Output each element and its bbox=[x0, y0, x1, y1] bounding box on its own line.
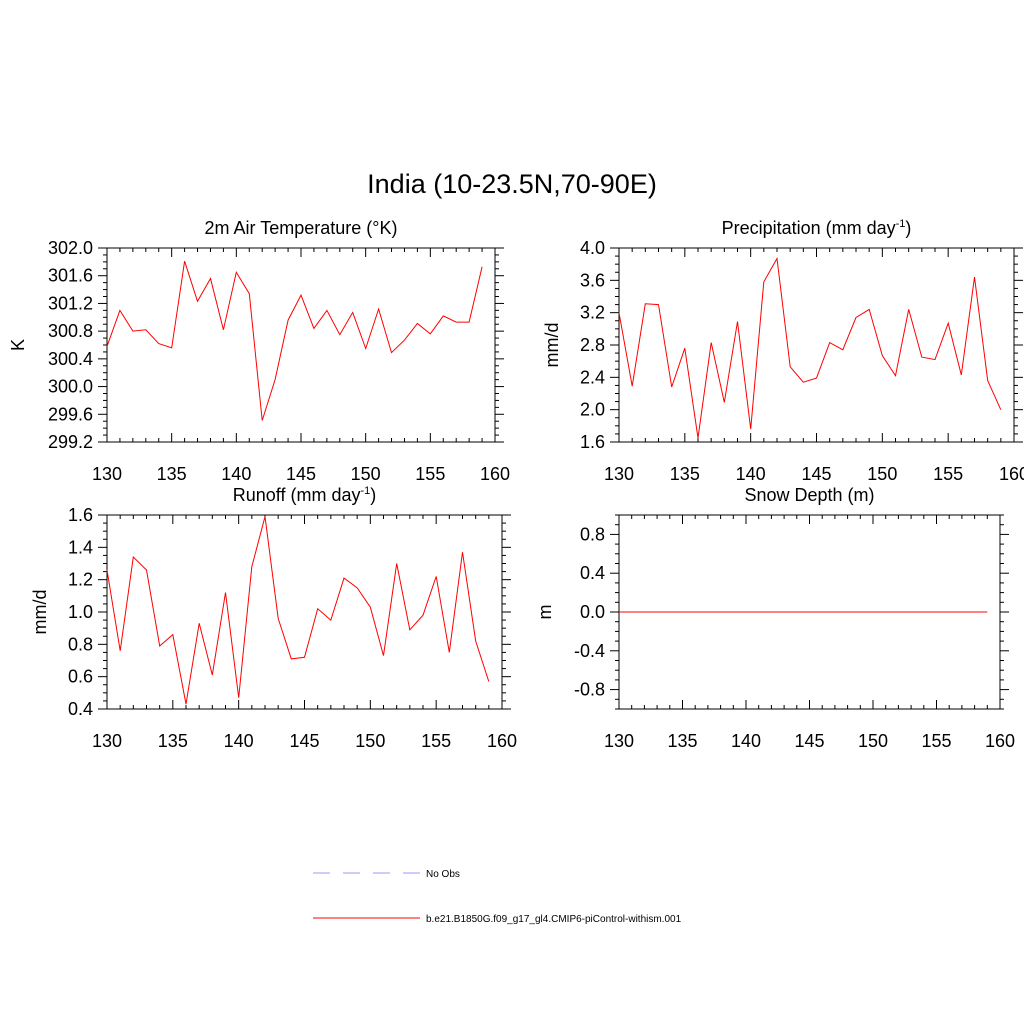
legend-label-no-obs: No Obs bbox=[426, 869, 460, 880]
y-tick-label: 0.8 bbox=[68, 634, 93, 654]
y-tick-label: 0.4 bbox=[580, 563, 605, 583]
y-tick-label: 0.0 bbox=[580, 602, 605, 622]
series-line bbox=[618, 256, 1002, 439]
y-tick-label: 1.6 bbox=[68, 505, 93, 525]
x-tick-label: 130 bbox=[604, 464, 634, 484]
y-tick-label: 299.2 bbox=[48, 432, 93, 452]
series-line bbox=[106, 516, 490, 705]
chart-panel-2: Precipitation (mm day-1) mm/d 130 135 140 145… bbox=[542, 218, 1024, 484]
y-tick-label: -0.4 bbox=[574, 641, 605, 661]
y-tick-label: 3.2 bbox=[580, 303, 605, 323]
panel-title: Snow Depth (m) bbox=[744, 485, 874, 505]
x-tick-label: 140 bbox=[224, 731, 254, 751]
chart-panel-3: Runoff (mm day-1) mm/d 130 135 140 145 150 155 1… bbox=[30, 485, 517, 751]
x-tick-label: 150 bbox=[351, 464, 381, 484]
x-tick-label: 135 bbox=[158, 731, 188, 751]
y-tick-label: 1.4 bbox=[68, 537, 93, 557]
chart-panels: 2m Air Temperature (°K) K 130 135 140 145 150 1… bbox=[8, 218, 1024, 751]
y-tick-label: 2.8 bbox=[580, 335, 605, 355]
y-axis-label: mm/d bbox=[542, 323, 562, 368]
x-tick-label: 140 bbox=[221, 464, 251, 484]
y-tick-label: -0.8 bbox=[574, 680, 605, 700]
y-tick-label: 1.6 bbox=[580, 432, 605, 452]
series-line bbox=[106, 261, 483, 421]
page-title: India (10-23.5N,70-90E) bbox=[367, 169, 657, 199]
x-tick-label: 145 bbox=[289, 731, 319, 751]
y-tick-label: 2.4 bbox=[580, 367, 605, 387]
x-tick-label: 150 bbox=[867, 464, 897, 484]
x-tick-label: 135 bbox=[157, 464, 187, 484]
y-tick-label: 2.0 bbox=[580, 400, 605, 420]
x-tick-label: 155 bbox=[421, 731, 451, 751]
x-tick-label: 155 bbox=[921, 731, 951, 751]
x-tick-label: 130 bbox=[604, 731, 634, 751]
panel-title: Precipitation (mm day-1) bbox=[722, 218, 912, 238]
y-tick-label: 4.0 bbox=[580, 238, 605, 258]
y-tick-label: 300.0 bbox=[48, 377, 93, 397]
y-tick-label: 300.8 bbox=[48, 321, 93, 341]
x-tick-label: 140 bbox=[736, 464, 766, 484]
y-axis-label: K bbox=[8, 339, 28, 351]
y-tick-label: 3.6 bbox=[580, 270, 605, 290]
x-tick-label: 145 bbox=[286, 464, 316, 484]
y-tick-label: 0.8 bbox=[580, 524, 605, 544]
x-tick-label: 155 bbox=[933, 464, 963, 484]
x-tick-label: 150 bbox=[355, 731, 385, 751]
chart-panel-1: 2m Air Temperature (°K) K 130 135 140 145 150 1… bbox=[8, 218, 510, 484]
legend-label-model-run: b.e21.B1850G.f09_g17_gl4.CMIP6-piControl… bbox=[426, 914, 682, 925]
x-tick-label: 160 bbox=[999, 464, 1024, 484]
y-tick-label: 300.4 bbox=[48, 349, 93, 369]
legend: No Obs b.e21.B1850G.f09_g17_gl4.CMIP6-pi… bbox=[313, 869, 682, 925]
y-tick-label: 0.4 bbox=[68, 699, 93, 719]
y-tick-label: 301.6 bbox=[48, 266, 93, 286]
y-axis-label: mm/d bbox=[30, 590, 50, 635]
y-tick-label: 302.0 bbox=[48, 238, 93, 258]
x-tick-label: 160 bbox=[985, 731, 1015, 751]
x-tick-label: 155 bbox=[415, 464, 445, 484]
y-tick-label: 1.2 bbox=[68, 570, 93, 590]
x-tick-label: 160 bbox=[487, 731, 517, 751]
x-tick-label: 130 bbox=[92, 464, 122, 484]
x-tick-label: 150 bbox=[858, 731, 888, 751]
x-tick-label: 135 bbox=[670, 464, 700, 484]
x-tick-label: 135 bbox=[667, 731, 697, 751]
y-tick-label: 299.6 bbox=[48, 404, 93, 424]
panel-title: 2m Air Temperature (°K) bbox=[205, 218, 398, 238]
x-tick-label: 140 bbox=[731, 731, 761, 751]
x-tick-label: 130 bbox=[92, 731, 122, 751]
chart-panel-4: Snow Depth (m) m 130 135 140 145 150 155 160 -0.8… bbox=[535, 485, 1015, 751]
y-tick-label: 1.0 bbox=[68, 602, 93, 622]
y-tick-label: 301.2 bbox=[48, 293, 93, 313]
x-tick-label: 160 bbox=[480, 464, 510, 484]
x-tick-label: 145 bbox=[794, 731, 824, 751]
panel-title: Runoff (mm day-1) bbox=[233, 485, 377, 505]
y-tick-label: 0.6 bbox=[68, 667, 93, 687]
x-tick-label: 145 bbox=[801, 464, 831, 484]
y-axis-label: m bbox=[535, 605, 555, 620]
